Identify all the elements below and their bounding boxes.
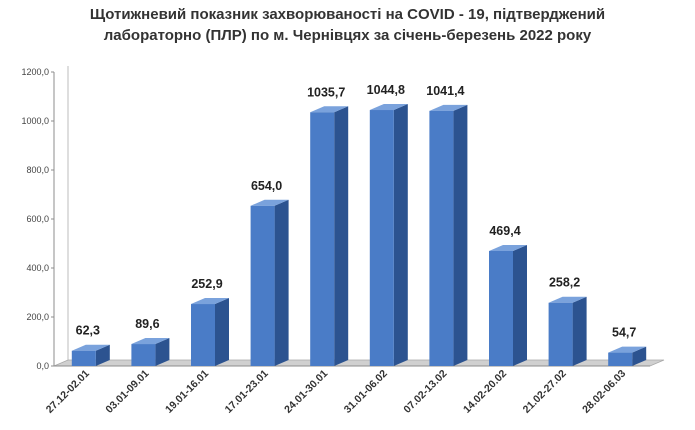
y-tick-label: 600,0 <box>26 214 49 224</box>
y-tick-label: 1000,0 <box>21 116 49 126</box>
category-label: 24.01-30.01 <box>282 368 330 416</box>
bar-side <box>95 344 110 366</box>
bar <box>131 344 156 366</box>
category-label: 14.02-20.02 <box>461 368 509 416</box>
chart-title-line-1: Щотижневий показник захворюваності на CO… <box>89 6 606 23</box>
bar-top <box>548 296 587 303</box>
bar-top <box>191 298 229 305</box>
chart-title: Щотижневий показник захворюваності на CO… <box>0 4 695 46</box>
y-tick-label: 800,0 <box>26 165 49 175</box>
bar <box>429 110 454 367</box>
bar <box>369 110 394 366</box>
category-label: 21.02-27.02 <box>521 368 569 416</box>
bar <box>548 302 573 366</box>
category-label: 27.12-02.01 <box>44 368 92 416</box>
data-label: 469,4 <box>489 224 520 238</box>
bar-side <box>393 104 408 367</box>
category-label: 03.01-09.01 <box>103 368 151 416</box>
bar <box>489 250 513 366</box>
data-label: 258,2 <box>549 276 580 290</box>
data-label: 1041,4 <box>426 84 464 98</box>
bar <box>310 112 335 366</box>
bar-side <box>155 338 170 366</box>
data-label: 1035,7 <box>307 85 345 99</box>
data-label: 54,7 <box>612 326 636 340</box>
data-label: 654,0 <box>251 179 282 193</box>
category-label: 07.02-13.02 <box>401 368 449 416</box>
y-tick-label: 0,0 <box>36 361 49 371</box>
chart-title-line-2: лабораторно (ПЛР) по м. Чернівцях за січ… <box>103 27 592 44</box>
data-label: 89,6 <box>135 317 159 331</box>
category-label: 28.02-06.03 <box>580 368 628 416</box>
data-label: 1044,8 <box>367 83 405 97</box>
bar-top <box>369 104 408 111</box>
bar <box>608 352 633 366</box>
data-label: 252,9 <box>191 277 222 291</box>
bar-side <box>215 298 229 366</box>
bar-top <box>250 199 289 206</box>
bar-side <box>453 104 468 367</box>
y-tick-label: 400,0 <box>26 263 49 273</box>
bar <box>71 350 96 366</box>
data-label: 62,3 <box>76 324 100 338</box>
bar-top <box>489 244 527 251</box>
bar-side <box>632 346 647 366</box>
bar-side <box>334 106 349 366</box>
bar-side <box>572 296 587 366</box>
bar-top <box>608 346 647 353</box>
y-tick-label: 200,0 <box>26 312 49 322</box>
bar-top <box>429 104 468 111</box>
bar <box>250 205 275 366</box>
category-label: 19.01-16.01 <box>163 368 211 416</box>
bar <box>191 304 215 366</box>
bar-side <box>513 244 527 366</box>
bar-side <box>274 199 289 366</box>
bar-top <box>310 106 349 113</box>
y-tick-label: 1200,0 <box>21 67 49 77</box>
category-label: 17.01-23.01 <box>223 368 271 416</box>
bar-top <box>131 338 170 345</box>
category-label: 31.01-06.02 <box>342 368 390 416</box>
bar-top <box>71 344 110 351</box>
